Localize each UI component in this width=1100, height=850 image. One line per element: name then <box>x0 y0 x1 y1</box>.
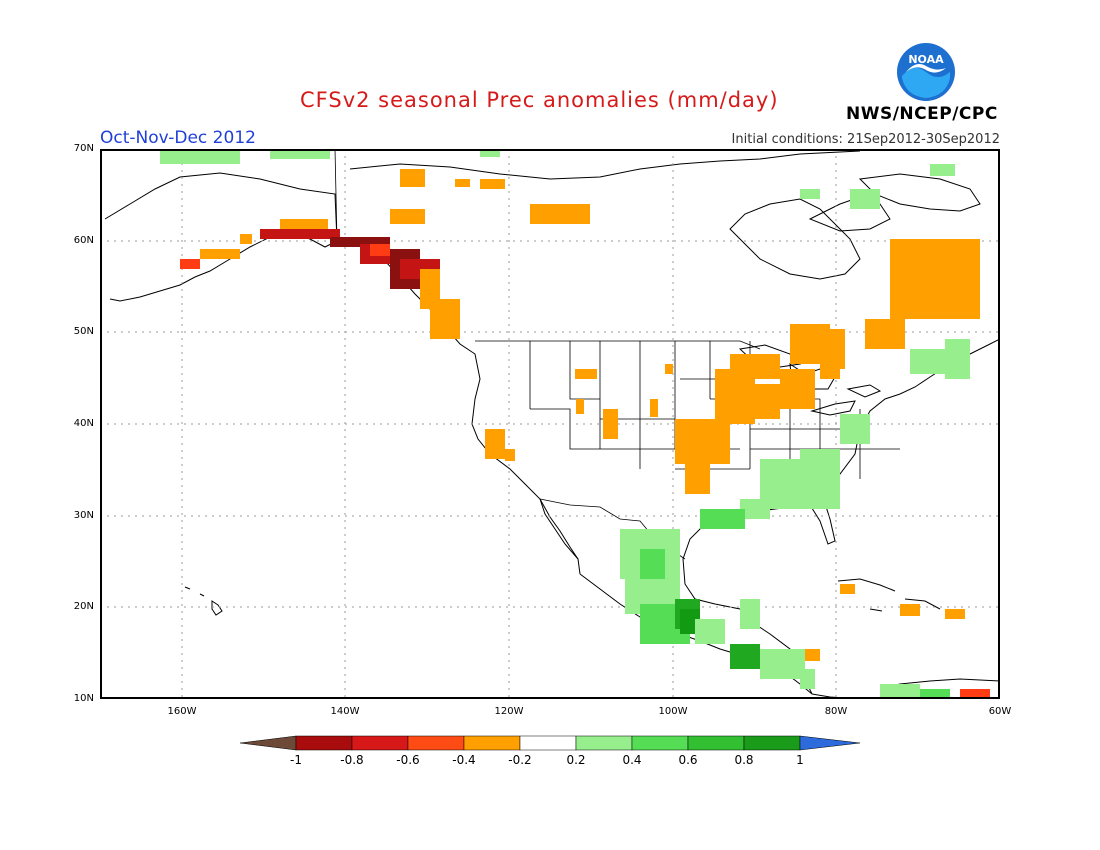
anomaly-cell-wet-weak <box>740 499 770 519</box>
anomaly-cell-dry-weak <box>485 429 505 459</box>
anomaly-cells <box>160 149 990 699</box>
anomaly-cell-wet-weak <box>740 599 760 629</box>
anomaly-cell-wet-weak <box>800 449 840 469</box>
anomaly-cell-dry-mid <box>180 259 200 269</box>
colorbar-swatch <box>743 735 801 751</box>
colorbar-high-arrow <box>799 735 860 751</box>
anomaly-cell-wet-weak <box>695 619 725 644</box>
colorbar-label: 0.4 <box>622 753 642 767</box>
lat-tick-40n: 40N <box>73 418 94 429</box>
lat-tick-10n: 10N <box>73 693 94 704</box>
lon-tick-120w: 120W <box>494 706 524 717</box>
colorbar-swatch <box>687 735 745 751</box>
anomaly-cell-wet-weak <box>480 149 500 157</box>
anomaly-cell-dry-weak <box>790 324 830 364</box>
lon-tick-160w: 160W <box>167 706 197 717</box>
lat-tick-30n: 30N <box>73 510 94 521</box>
anomaly-cell-wet-weak <box>800 669 815 689</box>
colorbar-swatch <box>407 735 465 751</box>
anomaly-cell-dry-weak <box>685 464 710 494</box>
anomaly-cell-dry-weak <box>505 449 515 461</box>
lon-tick-100w: 100W <box>658 706 688 717</box>
noaa-logo-icon: NOAA <box>897 43 955 101</box>
initial-conditions: Initial conditions: 21Sep2012-30Sep2012 <box>731 132 1000 147</box>
anomaly-cell-wet-weak <box>160 149 240 164</box>
anomaly-cell-dry-weak <box>805 649 820 661</box>
anomaly-cell-dry-weak <box>390 209 425 224</box>
anomaly-cell-wet-mid <box>920 689 950 699</box>
anomaly-cell-dry-weak <box>840 584 855 594</box>
anomaly-cell-wet-mid <box>640 549 665 579</box>
anomaly-cell-dry-weak <box>200 249 240 259</box>
precip-anomaly-map <box>100 149 1000 699</box>
anomaly-cell-dry-weak <box>530 204 590 224</box>
anomaly-cell-dry-weak <box>455 179 470 187</box>
anomaly-cell-dry-weak <box>650 399 658 417</box>
lon-tick-140w: 140W <box>330 706 360 717</box>
anomaly-cell-dry-strong <box>330 237 390 247</box>
anomaly-cell-dry-weak <box>825 329 845 369</box>
colorbar-label: 0.6 <box>678 753 698 767</box>
anomaly-cell-wet-weak <box>930 164 955 176</box>
anomaly-cell-wet-weak <box>910 349 945 374</box>
anomaly-cell-dry-weak <box>576 399 584 414</box>
logo-text: NOAA <box>908 53 944 66</box>
anomaly-cell-dry-weak <box>945 609 965 619</box>
colorbar-swatch <box>351 735 409 751</box>
anomaly-cell-wet-weak <box>850 189 880 209</box>
anomaly-cell-dry-weak <box>603 409 618 439</box>
colorbar-label: 0.2 <box>566 753 586 767</box>
lat-tick-20n: 20N <box>73 601 94 612</box>
lat-tick-70n: 70N <box>73 143 94 154</box>
anomaly-cell-wet-weak <box>945 339 970 379</box>
anomaly-cell-wet-strong <box>730 644 760 669</box>
colorbar-swatch <box>575 735 633 751</box>
colorbar-label: 1 <box>796 753 804 767</box>
anomaly-cell-dry-weak <box>240 234 252 244</box>
anomaly-cell-dry-weak <box>480 179 505 189</box>
forecast-period: Oct-Nov-Dec 2012 <box>100 128 256 148</box>
anomaly-cell-dry-weak <box>910 249 970 294</box>
anomaly-cell-dry-weak <box>780 369 815 409</box>
lon-tick-80w: 80W <box>824 706 848 717</box>
agency-label: NWS/NCEP/CPC <box>846 104 998 124</box>
anomaly-cell-dry-weak <box>750 384 780 419</box>
colorbar-label: -0.8 <box>340 753 364 767</box>
colorbar-swatch <box>295 735 353 751</box>
colorbar-label: -0.6 <box>396 753 420 767</box>
lon-tick-60w: 60W <box>988 706 1012 717</box>
anomaly-cell-dry-weak <box>430 299 460 339</box>
anomaly-cell-wet-weak <box>880 684 920 699</box>
anomaly-cell-dry-weak <box>400 169 425 187</box>
anomaly-cell-dry-weak <box>675 419 730 464</box>
colorbar-label: 0.8 <box>734 753 754 767</box>
anomaly-cell-dry-weak <box>900 604 920 616</box>
anomaly-cell-wet-weak <box>840 414 870 444</box>
graticule <box>100 149 1000 699</box>
anomaly-cell-dry-very <box>260 229 340 239</box>
colorbar-label: -1 <box>290 753 302 767</box>
colorbar-swatch <box>519 735 577 751</box>
lat-tick-50n: 50N <box>73 326 94 337</box>
anomaly-cell-dry-weak <box>575 369 597 379</box>
map-title: CFSv2 seasonal Prec anomalies (mm/day) <box>300 88 779 112</box>
colorbar <box>240 735 860 751</box>
anomaly-cell-dry-weak <box>730 354 780 379</box>
colorbar-swatch <box>631 735 689 751</box>
colorbar-swatch <box>463 735 521 751</box>
anomaly-cell-dry-weak <box>665 364 673 374</box>
map-frame <box>100 149 1000 699</box>
anomaly-cell-wet-mid <box>700 509 745 529</box>
anomaly-cell-wet-weak <box>800 189 820 199</box>
colorbar-label: -0.4 <box>452 753 476 767</box>
anomaly-cell-dry-weak <box>865 319 905 349</box>
colorbar-low-arrow <box>240 735 297 751</box>
lat-tick-60n: 60N <box>73 235 94 246</box>
anomaly-cell-dry-mid <box>960 689 990 697</box>
anomaly-cell-dry-mid <box>370 244 390 256</box>
anomaly-cell-wet-weak <box>270 149 330 159</box>
colorbar-label: -0.2 <box>508 753 532 767</box>
